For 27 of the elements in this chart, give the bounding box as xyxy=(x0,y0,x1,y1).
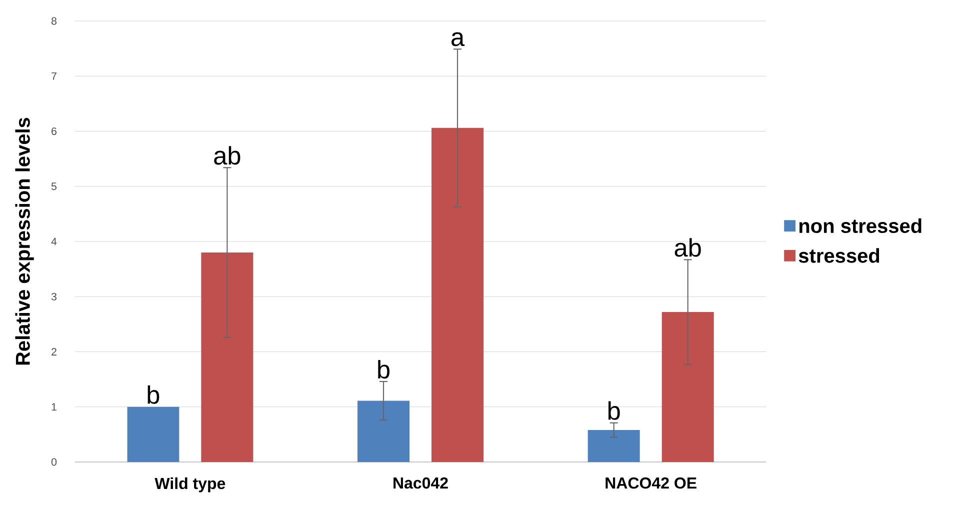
x-tick-label: Nac042 xyxy=(394,477,448,489)
y-tick-label: 4 xyxy=(51,238,57,246)
y-tick-label: 6 xyxy=(52,127,56,136)
y-tick-label: 1 xyxy=(52,403,56,411)
annotation: ab xyxy=(214,146,240,165)
y-tick-label: 0 xyxy=(51,458,57,466)
bar xyxy=(588,430,640,462)
y-tick-label: 8 xyxy=(51,17,56,25)
bar xyxy=(662,312,714,462)
annotation: b xyxy=(608,401,620,420)
bar xyxy=(201,252,254,462)
y-tick-label: 2 xyxy=(52,348,56,356)
y-tick-label: 7 xyxy=(52,72,56,80)
bar xyxy=(432,128,484,462)
annotation: b xyxy=(378,360,390,379)
annotation: ab xyxy=(674,238,701,257)
annotation: a xyxy=(452,32,465,46)
x-tick-label: Wild type xyxy=(154,477,226,492)
legend-label: non stressed xyxy=(799,218,922,234)
y-axis-title: Relative expression levels xyxy=(15,118,34,365)
x-tick-label: NACO42 OE xyxy=(606,477,696,489)
annotation: b xyxy=(148,385,160,404)
bar xyxy=(127,406,180,462)
y-tick-label: 5 xyxy=(51,182,57,190)
bar xyxy=(358,400,410,462)
y-tick-label: 3 xyxy=(51,292,56,300)
legend-label: stressed xyxy=(798,248,880,263)
